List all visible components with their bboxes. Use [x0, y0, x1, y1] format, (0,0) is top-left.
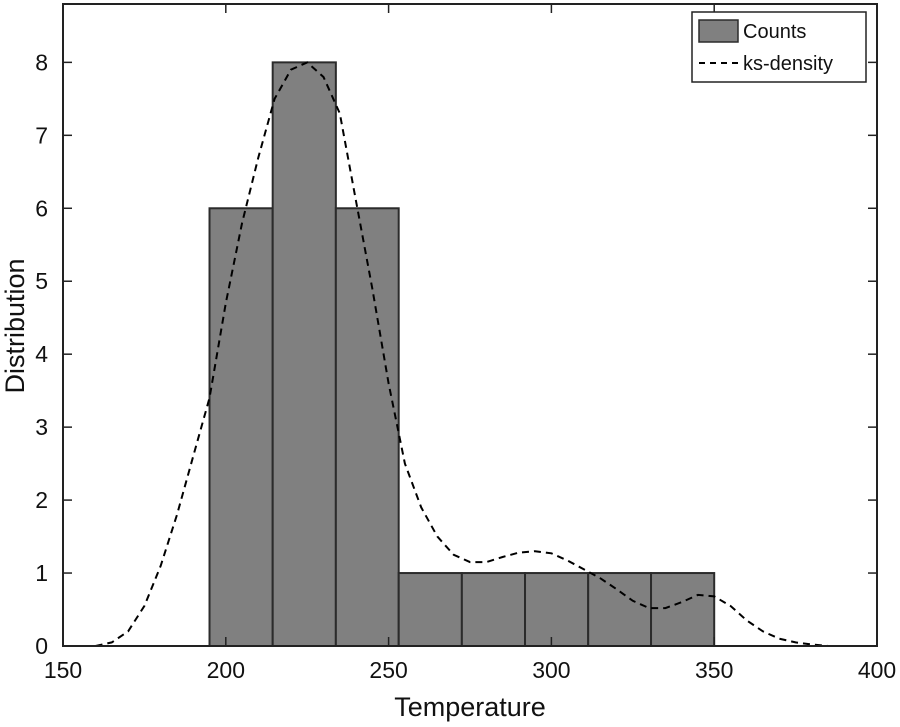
histogram-bar: [524, 572, 590, 648]
x-tick-label: 250: [369, 657, 407, 683]
histogram-bars: [208, 61, 716, 648]
y-tick-label: 1: [35, 560, 48, 586]
plot-area: [63, 4, 877, 646]
histogram-bar: [587, 572, 653, 648]
histogram-bar: [334, 207, 400, 647]
y-tick-label: 8: [35, 49, 48, 75]
histogram-bar: [460, 572, 527, 648]
legend-label-counts: Counts: [743, 21, 806, 43]
y-tick-label: 5: [35, 268, 48, 294]
y-tick-label: 3: [35, 414, 48, 440]
x-tick-label: 200: [207, 657, 245, 683]
y-axis-label: Distribution: [0, 258, 30, 393]
x-tick-label: 400: [858, 657, 896, 683]
y-tick-label: 6: [35, 195, 48, 221]
plot-frame: [62, 3, 878, 647]
x-tick-label: 300: [532, 657, 570, 683]
y-tick-label: 7: [35, 122, 48, 148]
y-tick-label: 4: [35, 341, 48, 367]
y-tick-label: 2: [35, 487, 48, 513]
x-tick-label: 350: [695, 657, 733, 683]
axis-ticks: 150 200 250 300 350 400 0 1 2 3 4 5 6 7 8: [35, 4, 896, 683]
legend-swatch-counts: [698, 19, 739, 43]
histogram-bar: [650, 572, 716, 648]
histogram-bar: [397, 572, 463, 648]
x-axis-label: Temperature: [394, 692, 546, 722]
x-tick-label: 150: [44, 657, 82, 683]
legend-label-kde: ks-density: [743, 53, 833, 75]
histogram-bar: [208, 207, 274, 647]
legend: Counts ks-density: [691, 11, 867, 83]
histogram-bar: [271, 61, 337, 647]
y-tick-label: 0: [35, 633, 48, 659]
